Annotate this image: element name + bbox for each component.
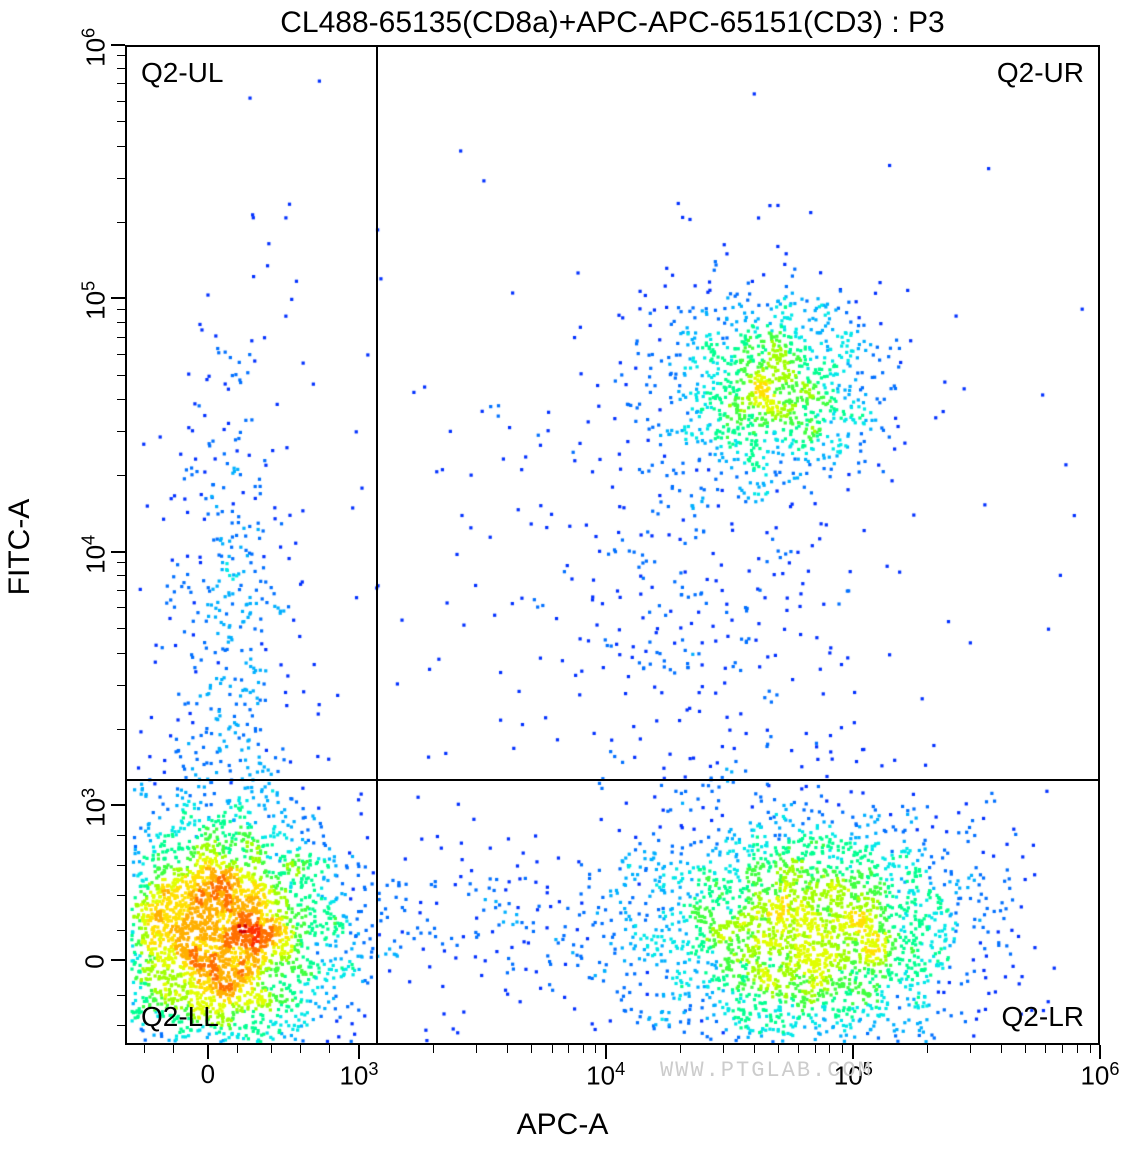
x-tick <box>173 1045 174 1053</box>
x-tick <box>144 1045 145 1053</box>
x-tick <box>568 1045 569 1053</box>
x-tick <box>300 1045 301 1053</box>
y-tick <box>111 44 125 46</box>
y-tick <box>117 895 125 896</box>
x-tick <box>207 1045 209 1059</box>
x-tick <box>476 1045 477 1053</box>
x-tick <box>329 1045 330 1053</box>
y-tick <box>111 804 125 806</box>
y-tick <box>117 68 125 69</box>
quadrant-label-lr: Q2-LR <box>1002 1001 1084 1033</box>
x-tick <box>531 1045 532 1053</box>
x-tick <box>815 1045 816 1053</box>
x-tick <box>433 1045 434 1053</box>
x-tick <box>754 1045 755 1053</box>
y-tick <box>117 930 125 931</box>
x-tick <box>829 1045 830 1053</box>
quadrant-label-ul: Q2-UL <box>141 57 223 89</box>
y-tick <box>117 178 125 179</box>
x-tick <box>583 1045 584 1053</box>
x-axis-label: APC-A <box>0 1108 1125 1142</box>
y-tick <box>117 55 125 56</box>
y-tick-label: 0 <box>80 922 111 1002</box>
y-tick <box>117 865 125 866</box>
y-tick <box>117 309 125 310</box>
x-tick <box>358 1045 360 1059</box>
y-tick <box>117 1025 125 1026</box>
x-tick <box>1025 1045 1026 1053</box>
y-tick <box>117 354 125 355</box>
y-tick <box>117 475 125 476</box>
y-tick <box>117 399 125 400</box>
x-tick <box>1099 1045 1101 1059</box>
y-tick <box>117 685 125 686</box>
x-tick <box>970 1045 971 1053</box>
scatter-canvas <box>127 47 1100 1045</box>
x-tick <box>552 1045 553 1053</box>
y-tick-label: 104 <box>79 514 112 594</box>
y-tick <box>111 959 125 961</box>
y-tick <box>117 322 125 323</box>
x-tick <box>842 1045 843 1053</box>
y-tick <box>117 607 125 608</box>
x-tick <box>1077 1045 1078 1053</box>
chart-title: CL488-65135(CD8a)+APC-APC-65151(CD3) : P… <box>125 6 1100 40</box>
y-tick <box>117 146 125 147</box>
x-tick-label: 103 <box>319 1059 399 1092</box>
y-tick <box>117 653 125 654</box>
x-tick <box>680 1045 681 1053</box>
x-tick-label: 0 <box>168 1059 248 1090</box>
x-tick <box>1001 1045 1002 1053</box>
quadrant-label-ur: Q2-UR <box>997 57 1084 89</box>
x-tick <box>605 1045 607 1059</box>
x-tick <box>852 1045 854 1059</box>
y-tick <box>117 628 125 629</box>
y-tick <box>117 337 125 338</box>
y-tick-label: 103 <box>79 767 112 847</box>
chart-container: CL488-65135(CD8a)+APC-APC-65151(CD3) : P… <box>0 0 1125 1150</box>
x-tick <box>1062 1045 1063 1053</box>
y-tick <box>117 575 125 576</box>
y-tick <box>117 431 125 432</box>
y-tick <box>111 297 125 299</box>
y-tick-label: 106 <box>79 7 112 87</box>
x-tick <box>237 1045 238 1053</box>
y-tick <box>117 835 125 836</box>
y-tick <box>117 590 125 591</box>
y-tick <box>117 995 125 996</box>
x-tick <box>723 1045 724 1053</box>
x-tick <box>507 1045 508 1053</box>
y-tick <box>117 83 125 84</box>
y-tick <box>117 222 125 223</box>
y-axis-label: FITC-A <box>3 497 37 597</box>
y-tick <box>117 729 125 730</box>
y-tick-label: 105 <box>79 260 112 340</box>
watermark: WWW.PTGLAB.COM <box>660 1058 873 1083</box>
plot-area: Q2-UL Q2-UR Q2-LL Q2-LR <box>125 45 1100 1045</box>
x-tick-label: 104 <box>566 1059 646 1092</box>
quadrant-line-vertical <box>376 47 378 1045</box>
y-tick <box>117 121 125 122</box>
x-tick <box>1090 1045 1091 1053</box>
y-tick <box>117 375 125 376</box>
x-tick <box>1045 1045 1046 1053</box>
y-tick <box>111 551 125 553</box>
x-tick-label: 106 <box>1060 1059 1125 1092</box>
x-tick <box>798 1045 799 1053</box>
x-tick <box>595 1045 596 1053</box>
y-tick <box>117 101 125 102</box>
x-tick <box>778 1045 779 1053</box>
quadrant-line-horizontal <box>127 779 1100 781</box>
y-tick <box>117 562 125 563</box>
quadrant-label-ll: Q2-LL <box>141 1001 219 1033</box>
x-tick <box>271 1045 272 1053</box>
x-tick <box>927 1045 928 1053</box>
